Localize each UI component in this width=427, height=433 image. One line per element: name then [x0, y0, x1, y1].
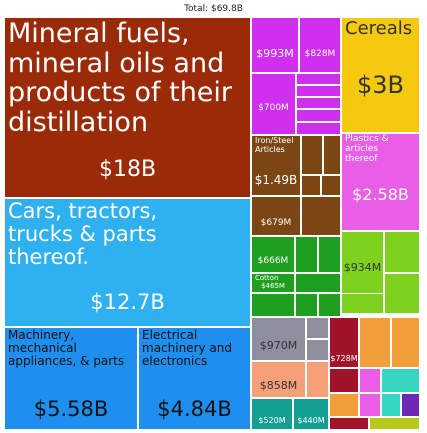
tile-value-label: $2.58B — [352, 185, 409, 204]
treemap-tile[interactable]: $970M — [251, 317, 306, 361]
treemap-tile[interactable]: Cereals $3B — [341, 17, 420, 133]
treemap-tile[interactable] — [306, 361, 329, 398]
tile-label: Cotton — [255, 274, 279, 282]
treemap-tile[interactable] — [296, 122, 341, 135]
tile-value-label: $440M — [297, 416, 325, 425]
tile-value-label: $828M — [304, 49, 336, 59]
treemap-tile[interactable] — [329, 417, 369, 430]
treemap-tile[interactable] — [359, 393, 381, 417]
treemap-tile[interactable]: Plastics & articles thereof $2.58B — [341, 133, 420, 231]
tile-value-label: $970M — [259, 339, 298, 352]
treemap-tile[interactable] — [251, 293, 295, 317]
tile-value-label: $465M — [261, 282, 285, 290]
treemap-tile[interactable] — [296, 85, 341, 97]
treemap-tile[interactable]: $993M — [251, 17, 299, 73]
treemap-tile[interactable] — [359, 368, 381, 393]
treemap-tile[interactable] — [391, 317, 420, 368]
tile-value-label: $679M — [260, 218, 292, 228]
tile-value-label: $3B — [356, 71, 404, 99]
treemap-tile[interactable] — [296, 109, 341, 122]
treemap-tile[interactable] — [321, 175, 341, 196]
treemap-tile[interactable]: Machinery, mechanical appliances, & part… — [4, 327, 138, 430]
tile-value-label: $12.7B — [90, 290, 165, 314]
treemap-tile[interactable]: Iron/Steel Articles $1.49B — [251, 135, 301, 196]
tile-value-label: $666M — [257, 256, 289, 266]
tile-label: Iron/Steel Articles — [255, 136, 294, 154]
treemap-tile[interactable]: $858M — [251, 361, 306, 398]
treemap-tile[interactable] — [369, 417, 420, 430]
tile-label: Machinery, mechanical appliances, & part… — [8, 328, 125, 369]
treemap-tile[interactable]: Cars, tractors, trucks & parts thereof. $… — [4, 198, 251, 327]
treemap-tile[interactable] — [295, 236, 318, 273]
treemap-tile[interactable]: $828M — [299, 17, 341, 73]
treemap-tile[interactable] — [306, 339, 329, 361]
tile-value-label: $993M — [256, 47, 294, 60]
treemap-plot-area: Mineral fuels, mineral oils and products… — [4, 17, 420, 430]
tile-label: Cars, tractors, trucks & parts thereof. — [8, 199, 158, 270]
treemap-tile[interactable]: $520M — [251, 398, 293, 430]
treemap-tile[interactable] — [384, 231, 420, 273]
tile-label: Cereals — [345, 18, 413, 39]
treemap-tile[interactable] — [296, 73, 341, 85]
tile-value-label: $5.58B — [33, 397, 109, 421]
treemap-tile[interactable]: $679M — [251, 196, 301, 236]
treemap-tile[interactable] — [401, 393, 420, 417]
tile-value-label: $728M — [330, 354, 358, 363]
treemap-tile[interactable] — [296, 97, 341, 109]
treemap-tile[interactable]: $440M — [293, 398, 329, 430]
treemap-tile[interactable] — [301, 175, 321, 196]
tile-value-label: $700M — [258, 103, 289, 113]
tile-label: Plastics & articles thereof — [345, 134, 389, 164]
tile-value-label: $858M — [259, 379, 298, 392]
chart-title: Total: $69.8B — [184, 4, 243, 14]
tile-value-label: $934M — [343, 261, 382, 274]
treemap-tile[interactable]: $728M — [329, 317, 359, 368]
treemap-tile[interactable] — [381, 368, 420, 393]
tile-value-label: $520M — [258, 416, 286, 425]
treemap-tile[interactable] — [306, 317, 329, 339]
treemap-tile[interactable] — [359, 317, 391, 368]
treemap-tile[interactable]: $700M — [251, 73, 296, 135]
treemap-tile[interactable] — [381, 393, 401, 417]
tile-value-label: $4.84B — [157, 397, 232, 421]
treemap-tile[interactable] — [329, 393, 359, 417]
treemap-tile[interactable] — [295, 293, 318, 317]
tile-value-label: $1.49B — [254, 173, 298, 187]
treemap-tile[interactable]: Electrical machinery and electronics $4.8… — [138, 327, 251, 430]
treemap-tile[interactable]: Mineral fuels, mineral oils and products… — [4, 17, 251, 198]
treemap-tile[interactable] — [318, 236, 341, 273]
treemap-tile[interactable]: Cotton $465M — [251, 273, 295, 293]
treemap-tile[interactable] — [301, 135, 323, 175]
treemap-tile[interactable] — [301, 196, 341, 236]
tile-value-label: $18B — [98, 157, 157, 182]
treemap-tile[interactable] — [341, 293, 384, 314]
treemap-tile[interactable] — [329, 368, 359, 393]
treemap-tile[interactable]: $666M — [251, 236, 295, 273]
treemap-tile[interactable] — [384, 273, 420, 314]
tile-label: Mineral fuels, mineral oils and products… — [8, 18, 233, 139]
tile-label: Electrical machinery and electronics — [142, 328, 232, 369]
treemap-tile[interactable] — [295, 273, 341, 293]
treemap-tile[interactable] — [318, 293, 341, 317]
treemap-tile[interactable] — [323, 135, 341, 175]
